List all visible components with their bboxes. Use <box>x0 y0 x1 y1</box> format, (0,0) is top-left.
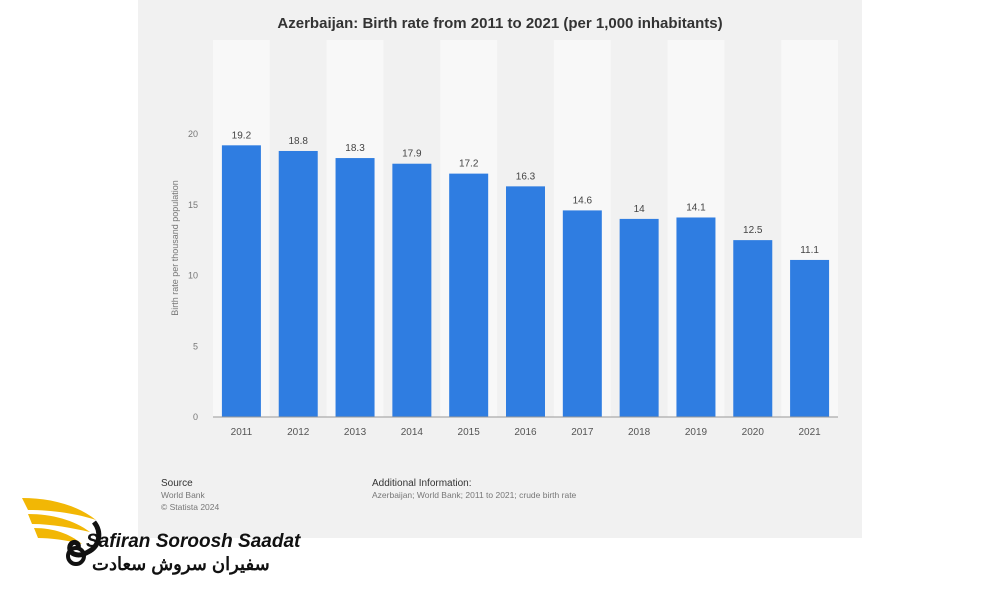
y-axis-ticks: 0 5 10 15 20 <box>188 129 198 422</box>
source-line-2: © Statista 2024 <box>161 502 220 512</box>
bar-value-label: 18.8 <box>288 136 308 147</box>
bar <box>790 259 830 417</box>
brand-name-persian: سفیران سروش سعادت <box>92 554 270 574</box>
x-tick-label: 2013 <box>344 427 367 438</box>
x-tick-label: 2014 <box>401 427 424 438</box>
y-tick-label: 0 <box>193 412 198 422</box>
bar <box>619 218 659 417</box>
bar-value-label: 14.6 <box>573 195 593 206</box>
bars <box>221 145 830 418</box>
source-heading: Source <box>161 478 193 489</box>
source-line-1: World Bank <box>161 490 205 500</box>
bar <box>562 210 602 417</box>
x-axis-ticks: 2011 2012 2013 2014 2015 2016 2017 2018 2019 2020… <box>231 427 821 438</box>
additional-info-text: Azerbaijan; World Bank; 2011 to 2021; cr… <box>372 490 577 500</box>
bar-value-label: 14.1 <box>686 202 706 213</box>
bar <box>335 158 375 417</box>
y-tick-label: 15 <box>188 200 198 210</box>
bar <box>506 186 545 417</box>
y-tick-label: 5 <box>193 341 198 351</box>
x-tick-label: 2011 <box>231 427 253 438</box>
bar <box>392 163 432 417</box>
x-tick-label: 2019 <box>685 427 708 438</box>
bar-value-label: 16.3 <box>516 171 536 182</box>
y-tick-label: 10 <box>188 271 198 281</box>
bar-value-label: 12.5 <box>743 225 763 236</box>
chart-title: Azerbaijan: Birth rate from 2011 to 2021… <box>277 15 723 32</box>
x-tick-label: 2020 <box>742 427 765 438</box>
bar-value-label: 17.9 <box>402 149 422 160</box>
y-axis-label: Birth rate per thousand population <box>170 180 180 316</box>
x-tick-label: 2016 <box>514 427 537 438</box>
bar <box>733 240 773 417</box>
value-labels: 19.2 18.8 18.3 17.9 17.2 16.3 14.6 14 14.1 12.5 11… <box>232 130 820 256</box>
wing-logo-icon <box>22 498 102 566</box>
x-tick-label: 2018 <box>628 427 651 438</box>
bar-value-label: 11.1 <box>800 245 819 256</box>
x-tick-label: 2017 <box>571 427 594 438</box>
additional-info-heading: Additional Information: <box>372 478 472 489</box>
bar-value-label: 19.2 <box>232 130 252 141</box>
bar-value-label: 18.3 <box>345 143 365 154</box>
brand-name-latin: Safiran Soroosh Saadat <box>86 531 301 552</box>
bar <box>278 150 318 418</box>
bar <box>676 217 716 417</box>
x-tick-label: 2012 <box>287 427 310 438</box>
x-tick-label: 2015 <box>458 427 481 438</box>
bar-value-label: 17.2 <box>459 159 479 170</box>
bar <box>221 145 261 417</box>
bar-value-label: 14 <box>634 204 646 215</box>
y-tick-label: 20 <box>188 129 198 139</box>
x-tick-label: 2021 <box>798 427 821 438</box>
bar <box>449 173 489 417</box>
